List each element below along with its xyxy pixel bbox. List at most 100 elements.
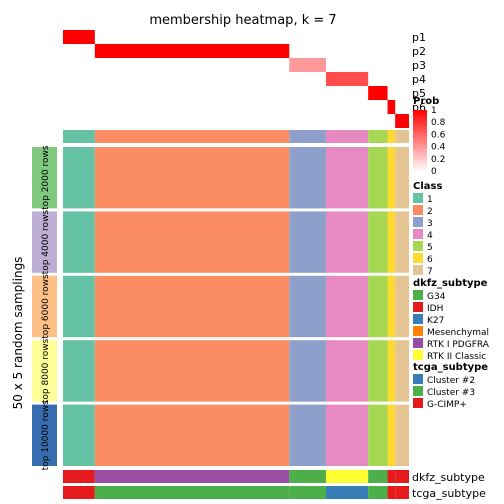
prob-legend-title: Prob	[413, 96, 439, 107]
heatmap-cell-6	[387, 404, 396, 466]
heatmap-cell-4	[325, 147, 369, 209]
prob-cell-p1	[63, 30, 95, 44]
heatmap-cell-5	[368, 147, 388, 209]
prob-row-label-p1: p1	[412, 31, 426, 44]
prob-legend-tick: 0.6	[431, 130, 446, 140]
class-row	[63, 130, 409, 143]
probability-rows: p1p2p3p4p5p6p7	[63, 30, 426, 128]
prob-cell-p4	[325, 72, 369, 86]
class-legend-label: 1	[427, 195, 433, 205]
heatmap-cell-1	[63, 340, 95, 402]
dkfz-legend-swatch	[413, 338, 423, 348]
heatmap-cell-1	[63, 404, 95, 466]
prob-legend-tick: 0.2	[431, 155, 445, 165]
heatmap-cell-2	[94, 404, 290, 466]
bottom-annotation-bars	[63, 470, 409, 499]
heatmap-cell-2	[94, 340, 290, 402]
dkfz-legend-swatch	[413, 290, 423, 300]
heatmap-cell-7	[395, 404, 409, 466]
heatmap-cell-5	[368, 340, 388, 402]
class-legend-swatch	[413, 193, 423, 203]
class-cell-1	[63, 130, 95, 143]
prob-cell-p2	[94, 44, 290, 58]
dkfz-legend-swatch	[413, 350, 423, 360]
dkfz-legend-label: RTK I PDGFRA	[427, 340, 490, 350]
class-cell-3	[289, 130, 326, 143]
heatmap-cell-2	[94, 275, 290, 338]
tcga-legend-title: tcga_subtype	[413, 362, 488, 373]
class-cell-4	[325, 130, 369, 143]
class-legend-label: 7	[427, 267, 433, 277]
row-group-label: top 6000 rows	[41, 274, 51, 339]
dkfz-legend-swatch	[413, 302, 423, 312]
class-cell-6	[387, 130, 396, 143]
heatmap-cell-7	[395, 340, 409, 402]
heatmap-cell-5	[368, 211, 388, 273]
row-group-label: top 10000 rows	[41, 400, 51, 470]
class-legend-swatch	[413, 253, 423, 263]
heatmap-cell-3	[289, 275, 326, 338]
class-legend-label: 6	[427, 255, 433, 265]
class-cell-5	[368, 130, 388, 143]
tcga-legend-swatch	[413, 374, 423, 384]
prob-row-label-p5: p5	[412, 87, 426, 100]
heatmap-cell-6	[387, 340, 396, 402]
class-legend-title: Class	[413, 181, 442, 192]
row-group-label: top 2000 rows	[41, 145, 51, 210]
dkfz-cell	[395, 470, 409, 483]
prob-cell-p3	[289, 58, 326, 72]
prob-legend-tick: 0	[431, 167, 437, 177]
dkfz-cell	[387, 470, 396, 483]
class-legend-swatch	[413, 265, 423, 275]
heatmap-cell-6	[387, 275, 396, 338]
dkfz-subtype-row-label: dkfz_subtype	[412, 471, 485, 484]
class-cell-2	[94, 130, 290, 143]
heatmap-cell-3	[289, 147, 326, 209]
heatmap-cell-1	[63, 147, 95, 209]
heatmap-cell-6	[387, 211, 396, 273]
y-axis-label: 50 x 5 random samplings	[11, 257, 25, 410]
heatmap-cell-4	[325, 404, 369, 466]
tcga-subtype-row-label: tcga_subtype	[412, 487, 486, 500]
heatmap-cell-2	[94, 147, 290, 209]
heatmap-cell-3	[289, 340, 326, 402]
heatmap-cell-4	[325, 211, 369, 273]
class-legend-label: 4	[427, 231, 433, 241]
prob-cell-p6	[387, 100, 396, 114]
heatmap-cell-7	[395, 147, 409, 209]
dkfz-legend-label: G34	[427, 292, 446, 302]
heatmap-cell-7	[395, 275, 409, 338]
legends: Prob10.80.60.40.20Class1234567dkfz_subty…	[413, 96, 490, 410]
prob-legend-tick: 0.8	[431, 118, 446, 128]
prob-row-label-p2: p2	[412, 45, 426, 58]
dkfz-legend-label: IDH	[427, 304, 443, 314]
prob-row-label-p3: p3	[412, 59, 426, 72]
dkfz-cell	[368, 470, 388, 483]
tcga-legend-label: Cluster #2	[427, 376, 475, 386]
main-heatmap	[63, 147, 409, 466]
row-group-label: top 8000 rows	[41, 338, 51, 403]
class-legend-swatch	[413, 229, 423, 239]
row-group-bar	[32, 275, 57, 338]
heatmap-cell-3	[289, 211, 326, 273]
prob-legend-gradient	[413, 110, 427, 172]
prob-legend-tick: 1	[431, 106, 437, 116]
dkfz-legend-label: K27	[427, 316, 444, 326]
tcga-cell	[395, 486, 409, 499]
dkfz-cell	[63, 470, 95, 483]
heatmap-cell-4	[325, 275, 369, 338]
row-group-label: top 4000 rows	[41, 210, 51, 275]
prob-row-label-p4: p4	[412, 73, 426, 86]
dkfz-legend-swatch	[413, 326, 423, 336]
dkfz-cell	[325, 470, 369, 483]
row-group-bar	[32, 211, 57, 273]
class-legend-label: 2	[427, 207, 433, 217]
class-legend-swatch	[413, 241, 423, 251]
class-legend-label: 3	[427, 219, 433, 229]
tcga-cell	[63, 486, 95, 499]
heatmap-cell-3	[289, 404, 326, 466]
heatmap-cell-5	[368, 275, 388, 338]
tcga-cell	[94, 486, 290, 499]
row-group-bar	[32, 404, 57, 466]
